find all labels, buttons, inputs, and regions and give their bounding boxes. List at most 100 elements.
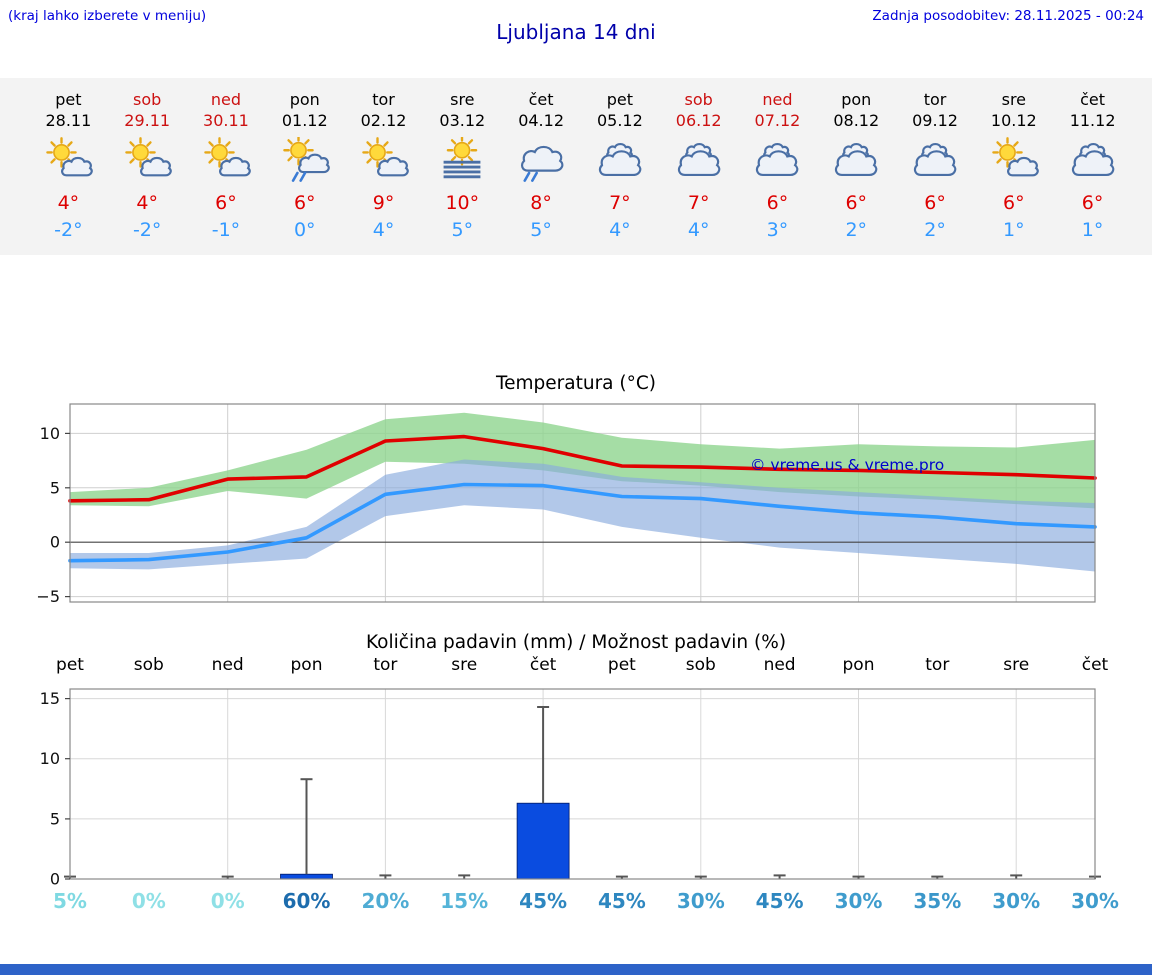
precipitation-chart-title: Količina padavin (mm) / Možnost padavin … bbox=[365, 632, 787, 653]
sun-cloud-icon bbox=[974, 134, 1053, 186]
precip-percent: 15% bbox=[440, 889, 489, 913]
precipitation-chart: 0 5 10 15 bbox=[40, 688, 1101, 888]
low-temp: 4° bbox=[687, 219, 710, 241]
sun-cloud-icon bbox=[344, 134, 423, 186]
day-name: pet bbox=[606, 90, 634, 109]
precip-percent: 0% bbox=[210, 889, 245, 913]
forecast-day-14[interactable]: čet 11.12 6° 1° bbox=[1053, 90, 1132, 241]
high-temp: 6° bbox=[293, 192, 316, 214]
precip-percent: 20% bbox=[361, 889, 410, 913]
low-temp: 1° bbox=[1081, 219, 1104, 241]
day-date: 03.12 bbox=[439, 111, 486, 130]
svg-text:10: 10 bbox=[40, 424, 60, 443]
high-temp: 6° bbox=[1081, 192, 1104, 214]
forecast-day-13[interactable]: sre 10.12 6° 1° bbox=[974, 90, 1053, 241]
day-date: 07.12 bbox=[754, 111, 801, 130]
forecast-day-9[interactable]: sob 06.12 7° 4° bbox=[659, 90, 738, 241]
day-name: sob bbox=[133, 90, 162, 109]
topbar: (kraj lahko izberete v meniju) Ljubljana… bbox=[0, 0, 1152, 78]
page-title: Ljubljana 14 dni bbox=[496, 20, 656, 44]
svg-text:−5: −5 bbox=[36, 587, 60, 606]
precip-percent: 45% bbox=[755, 889, 804, 913]
high-temp: 4° bbox=[57, 192, 80, 214]
day-date: 28.11 bbox=[45, 111, 92, 130]
day-name: ned bbox=[210, 90, 242, 109]
day-date: 04.12 bbox=[518, 111, 564, 130]
day-date: 02.12 bbox=[360, 111, 407, 130]
temperature-section: Temperatura (°C) −5 0 5 10 © vreme.us & vrem… bbox=[0, 373, 1152, 612]
low-temp: 4° bbox=[372, 219, 395, 241]
precip-day-label: tor bbox=[925, 655, 950, 675]
precip-day-label: sob bbox=[685, 655, 716, 675]
day-date: 05.12 bbox=[596, 111, 643, 130]
forecast-day-11[interactable]: pon 08.12 6° 2° bbox=[817, 90, 896, 241]
precip-day-label: pon bbox=[290, 655, 323, 675]
precip-day-label: pet bbox=[56, 655, 84, 675]
low-temp: -1° bbox=[211, 219, 241, 241]
last-update: Zadnja posodobitev: 28.11.2025 - 00:24 bbox=[872, 8, 1144, 24]
forecast-day-2[interactable]: sob 29.11 4° -2° bbox=[108, 90, 187, 241]
precip-percent: 60% bbox=[282, 889, 331, 913]
svg-text:0: 0 bbox=[50, 533, 60, 552]
day-date: 10.12 bbox=[990, 111, 1037, 130]
precipitation-section: Količina padavin (mm) / Možnost padavin … bbox=[0, 632, 1152, 921]
precip-percent: 0% bbox=[131, 889, 166, 913]
high-temp: 6° bbox=[924, 192, 946, 214]
precip-day-axis: pet sob ned pon tor sre čet pet sob ned pon tor sre č… bbox=[0, 653, 1152, 679]
day-name: čet bbox=[528, 90, 554, 109]
forecast-day-8[interactable]: pet 05.12 7° 4° bbox=[580, 90, 659, 241]
footer-bar bbox=[0, 964, 1152, 975]
day-name: pet bbox=[55, 90, 82, 109]
precip-day-label: pet bbox=[607, 655, 636, 675]
precip-percent: 30% bbox=[834, 889, 883, 913]
forecast-day-12[interactable]: tor 09.12 6° 2° bbox=[896, 90, 975, 241]
precip-percent-axis: 5% 0% 0% 60% 20% 15% 45% 45% 30% 45% 30% 35% 30% 30% bbox=[0, 887, 1152, 921]
day-name: tor bbox=[372, 90, 395, 109]
sun-cloud-icon bbox=[29, 134, 108, 186]
day-date: 30.11 bbox=[203, 111, 249, 130]
day-name: sre bbox=[450, 90, 475, 109]
precip-day-label: sre bbox=[451, 655, 478, 675]
day-name: pon bbox=[289, 90, 320, 109]
precip-percent: 30% bbox=[676, 889, 725, 913]
high-temp: 6° bbox=[845, 192, 868, 214]
forecast-strip: pet 28.11 4° -2° sob 29.11 4° -2° ned 30.11 6° -1° p… bbox=[0, 78, 1152, 255]
cloudy-icon bbox=[659, 134, 738, 186]
precip-percent: 30% bbox=[1071, 889, 1119, 913]
day-date: 08.12 bbox=[833, 111, 880, 130]
forecast-day-4[interactable]: pon 01.12 6° 0° bbox=[265, 90, 344, 241]
svg-text:10: 10 bbox=[40, 749, 60, 768]
cloudy-icon bbox=[896, 134, 975, 186]
day-name: tor bbox=[923, 90, 947, 109]
cloudy-icon bbox=[738, 134, 817, 186]
precip-percent: 45% bbox=[519, 889, 568, 913]
svg-text:0: 0 bbox=[50, 870, 60, 888]
high-temp: 8° bbox=[530, 192, 552, 214]
sun-fog-icon bbox=[423, 134, 502, 186]
day-date: 06.12 bbox=[675, 111, 722, 130]
forecast-day-6[interactable]: sre 03.12 10° 5° bbox=[423, 90, 502, 241]
forecast-day-3[interactable]: ned 30.11 6° -1° bbox=[187, 90, 266, 241]
forecast-day-7[interactable]: čet 04.12 8° 5° bbox=[502, 90, 581, 241]
forecast-day-1[interactable]: pet 28.11 4° -2° bbox=[29, 90, 108, 241]
svg-text:5: 5 bbox=[50, 478, 60, 497]
low-temp: 3° bbox=[766, 219, 789, 241]
high-temp: 10° bbox=[445, 192, 480, 214]
low-temp: 0° bbox=[293, 219, 316, 241]
forecast-day-10[interactable]: ned 07.12 6° 3° bbox=[738, 90, 817, 241]
high-temp: 6° bbox=[766, 192, 789, 214]
precip-day-label: ned bbox=[763, 655, 796, 675]
cloudy-icon bbox=[1053, 134, 1132, 186]
precip-day-label: tor bbox=[373, 655, 398, 675]
precip-day-label: sob bbox=[133, 655, 164, 675]
high-temp: 7° bbox=[609, 192, 631, 214]
low-temp: 2° bbox=[924, 219, 946, 241]
forecast-day-5[interactable]: tor 02.12 9° 4° bbox=[344, 90, 423, 241]
temperature-chart: −5 0 5 10 © vreme.us & vreme.pro bbox=[36, 403, 1097, 606]
precip-percent: 30% bbox=[992, 889, 1041, 913]
svg-text:15: 15 bbox=[40, 689, 60, 708]
low-temp: 4° bbox=[609, 219, 631, 241]
precip-day-label: pon bbox=[842, 655, 875, 675]
day-name: sre bbox=[1001, 90, 1027, 109]
high-temp: 9° bbox=[372, 192, 395, 214]
